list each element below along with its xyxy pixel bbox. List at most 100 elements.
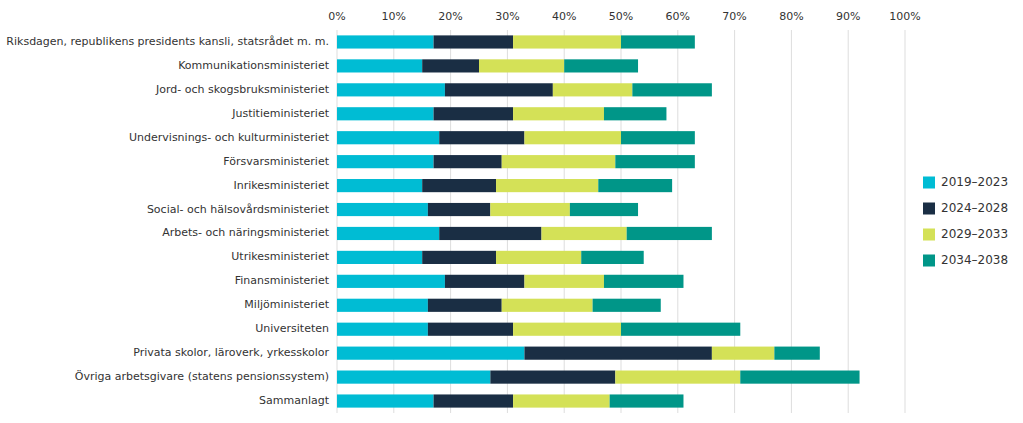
- bar-segment: [496, 251, 581, 264]
- category-label: Finansministeriet: [235, 274, 330, 287]
- grid-line: [905, 30, 906, 413]
- tick-label: 100%: [889, 10, 920, 23]
- tick-label: 90%: [836, 10, 860, 23]
- legend-label: 2019–2023: [941, 175, 1008, 189]
- category-label: Undervisnings- och kulturministeriet: [129, 131, 330, 144]
- bar-segment: [610, 394, 684, 407]
- bar-segment: [604, 275, 684, 288]
- bar-segment: [502, 155, 616, 168]
- bar-segment: [439, 227, 541, 240]
- legend-label: 2024–2028: [941, 201, 1008, 215]
- bar-segment: [564, 59, 638, 72]
- grid: [337, 30, 905, 413]
- bar-segment: [513, 394, 610, 407]
- category-label: Övriga arbetsgivare (statens pensionssys…: [75, 370, 329, 383]
- category-label: Jord- och skogsbruksministeriet: [155, 83, 330, 96]
- category-label: Justitieministeriet: [231, 107, 329, 120]
- bar-segment: [428, 323, 513, 336]
- bar-segment: [479, 59, 564, 72]
- bar-segment: [337, 371, 490, 384]
- bar-segment: [615, 371, 740, 384]
- category-label: Miljöministeriet: [244, 298, 329, 311]
- tick-label: 60%: [666, 10, 690, 23]
- bar-segment: [445, 275, 525, 288]
- bar-segment: [615, 155, 695, 168]
- legend-swatch: [923, 203, 935, 215]
- category-label: Sammanlagt: [259, 394, 330, 407]
- legend-label: 2029–2033: [941, 227, 1008, 241]
- tick-label: 40%: [552, 10, 576, 23]
- bar-segment: [337, 275, 445, 288]
- category-label: Utrikesministeriet: [231, 250, 329, 263]
- bar-segment: [541, 227, 626, 240]
- bar-segment: [422, 251, 496, 264]
- bar-segment: [337, 155, 434, 168]
- category-label: Inrikesministeriet: [233, 179, 329, 192]
- bar-segment: [337, 323, 428, 336]
- legend: 2019–2023 2024–2028 2029–2033 2034–2038: [923, 175, 1008, 267]
- bar-segment: [513, 323, 621, 336]
- bar-segment: [337, 59, 422, 72]
- category-label: Arbets- och näringsministeriet: [162, 226, 329, 239]
- bar-segment: [513, 107, 604, 120]
- bar-segment: [524, 131, 621, 144]
- bar-segment: [627, 227, 712, 240]
- legend-swatch: [923, 229, 935, 241]
- bar-segment: [337, 83, 445, 96]
- bar-segment: [553, 83, 633, 96]
- legend-swatch: [923, 255, 935, 267]
- bar-segment: [337, 35, 434, 48]
- chart: Riksdagen, republikens presidents kansli…: [0, 0, 1023, 423]
- bar-segment: [434, 155, 502, 168]
- bar-segment: [337, 299, 428, 312]
- tick-label: 30%: [495, 10, 519, 23]
- bar-segment: [337, 251, 422, 264]
- bar-segment: [502, 299, 593, 312]
- bar-segment: [434, 394, 514, 407]
- bar-segment: [621, 35, 695, 48]
- bar-segment: [490, 203, 570, 216]
- category-labels: Riksdagen, republikens presidents kansli…: [6, 35, 329, 407]
- bar-segment: [513, 35, 621, 48]
- bar-segment: [632, 83, 712, 96]
- category-label: Kommunikationsministeriet: [178, 59, 330, 72]
- legend-swatch: [923, 177, 935, 189]
- bar-segment: [593, 299, 661, 312]
- x-axis: 0%10%20%30%40%50%60%70%80%90%100%: [328, 10, 920, 23]
- bars: [337, 35, 860, 407]
- legend-label: 2034–2038: [941, 253, 1008, 267]
- bar-segment: [422, 179, 496, 192]
- bar-segment: [598, 179, 672, 192]
- bar-segment: [774, 347, 819, 360]
- bar-segment: [445, 83, 553, 96]
- bar-segment: [428, 299, 502, 312]
- tick-label: 70%: [722, 10, 746, 23]
- category-label: Försvarsministeriet: [223, 155, 329, 168]
- tick-label: 80%: [779, 10, 803, 23]
- bar-segment: [524, 347, 711, 360]
- category-label: Riksdagen, republikens presidents kansli…: [6, 35, 329, 48]
- bar-segment: [434, 35, 514, 48]
- bar-segment: [337, 179, 422, 192]
- bar-segment: [490, 371, 615, 384]
- tick-label: 20%: [438, 10, 462, 23]
- bar-segment: [621, 131, 695, 144]
- bar-segment: [570, 203, 638, 216]
- bar-segment: [439, 131, 524, 144]
- bar-segment: [604, 107, 666, 120]
- bar-segment: [740, 371, 859, 384]
- grid-line: [848, 30, 849, 413]
- tick-label: 10%: [382, 10, 406, 23]
- bar-segment: [337, 131, 439, 144]
- bar-segment: [337, 347, 524, 360]
- category-label: Privata skolor, läroverk, yrkesskolor: [133, 346, 329, 359]
- bar-segment: [337, 394, 434, 407]
- bar-segment: [337, 107, 434, 120]
- bar-segment: [496, 179, 598, 192]
- category-label: Universiteten: [255, 322, 329, 335]
- bar-segment: [621, 323, 740, 336]
- bar-segment: [428, 203, 490, 216]
- bar-segment: [712, 347, 774, 360]
- bar-segment: [581, 251, 643, 264]
- category-label: Social- och hälsovårdsministeriet: [147, 203, 330, 216]
